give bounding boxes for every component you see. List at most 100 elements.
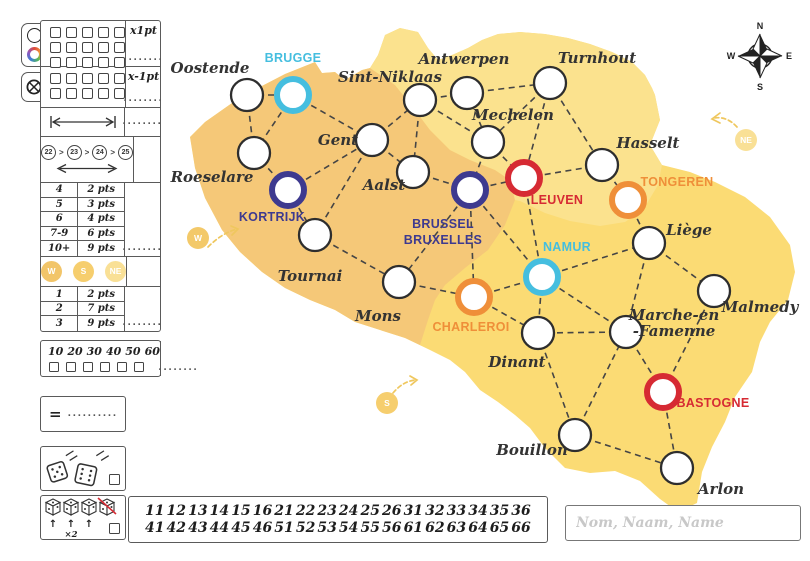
city-circle-arlon[interactable] — [659, 450, 695, 486]
score-square[interactable] — [82, 57, 93, 68]
city-circle-bouillon[interactable] — [557, 417, 593, 453]
player-name-input[interactable] — [566, 506, 800, 540]
city-circle-leuven[interactable] — [505, 159, 543, 197]
score-square[interactable] — [50, 73, 61, 84]
tens-value: 10 — [48, 345, 64, 358]
score-table-cell: 6 — [41, 212, 79, 226]
scoring-panel: x1pt ........ x-1pt ........ ........ 22… — [40, 20, 164, 332]
score-square[interactable] — [114, 42, 125, 53]
score-square[interactable] — [98, 27, 109, 38]
combination-value: 12 — [166, 503, 187, 519]
combination-value: 41 — [145, 520, 165, 536]
combination-value: 14 — [209, 503, 230, 519]
region-score-table: 1 2 pts 2 7 pts 3 9 pts — [41, 287, 124, 331]
dice-pick-box: ↑ ↑ ↑ ×2 — [40, 495, 126, 540]
score-write-in[interactable]: ........ — [158, 363, 199, 373]
combination-value: 21 — [274, 503, 294, 519]
city-circle-sintniklaas[interactable] — [402, 82, 438, 118]
score-square[interactable] — [50, 27, 61, 38]
city-circle-roeselare[interactable] — [236, 135, 272, 171]
combination-value: 13 — [188, 503, 208, 519]
city-circle-mons[interactable] — [381, 264, 417, 300]
city-circle-brussel[interactable] — [451, 171, 489, 209]
tens-checkbox[interactable] — [66, 362, 76, 372]
score-square[interactable] — [114, 73, 125, 84]
tens-checkbox[interactable] — [100, 362, 110, 372]
score-square[interactable] — [114, 88, 125, 99]
score-table-row: 6 4 pts — [41, 212, 124, 227]
city-circle-namur[interactable] — [523, 258, 561, 296]
score-write-in[interactable]: ........ — [123, 93, 164, 104]
route-tongeren-liege — [627, 199, 650, 244]
city-circle-oostende[interactable] — [229, 77, 265, 113]
sequence-value: 22 — [41, 145, 56, 161]
city-circle-tournai[interactable] — [297, 217, 333, 253]
combination-value: 43 — [188, 520, 208, 536]
score-write-in[interactable]: ........ — [123, 53, 164, 63]
city-circle-dinant[interactable] — [520, 315, 556, 351]
score-square[interactable] — [50, 88, 61, 99]
city-circle-charleroi[interactable] — [455, 278, 493, 316]
city-label-brussel: BRUSSEL — [412, 217, 474, 231]
score-square[interactable] — [98, 73, 109, 84]
city-circle-hasselt[interactable] — [584, 147, 620, 183]
score-write-in[interactable]: ........ — [122, 117, 163, 128]
score-square[interactable] — [66, 88, 77, 99]
city-circle-marche[interactable] — [608, 314, 644, 350]
tens-checkbox[interactable] — [134, 362, 144, 372]
route-bouillon-marche — [574, 331, 627, 436]
score-write-in[interactable]: ........ — [122, 317, 163, 328]
score-square[interactable] — [50, 57, 61, 68]
city-circle-antwerpen[interactable] — [449, 75, 485, 111]
tens-checkbox[interactable] — [49, 362, 59, 372]
score-square[interactable] — [82, 42, 93, 53]
sequence-value: 23 — [66, 145, 82, 161]
city-circle-malmedy[interactable] — [696, 273, 732, 309]
score-square[interactable] — [82, 73, 93, 84]
score-square[interactable] — [98, 42, 109, 53]
city-label-turnhout: Turnhout — [558, 49, 636, 67]
city-circle-aalst[interactable] — [395, 154, 431, 190]
score-square[interactable] — [66, 57, 77, 68]
city-circle-turnhout[interactable] — [532, 65, 568, 101]
name-box — [565, 505, 801, 541]
score-table-cell: 4 pts — [87, 213, 115, 225]
score-square[interactable] — [98, 57, 109, 68]
score-square[interactable] — [66, 27, 77, 38]
city-label-marche: Marche-en — [628, 306, 719, 324]
score-square[interactable] — [114, 57, 125, 68]
score-square[interactable] — [98, 88, 109, 99]
score-square[interactable] — [114, 27, 125, 38]
score-square[interactable] — [82, 27, 93, 38]
compass-label-w: W — [727, 51, 736, 61]
region-northeast — [370, 28, 662, 226]
tens-checkbox[interactable] — [83, 362, 93, 372]
score-square[interactable] — [82, 88, 93, 99]
doodle-arrow-icon — [710, 112, 721, 124]
greater-than-icon: > — [110, 148, 116, 158]
combination-value: 52 — [295, 520, 316, 536]
score-table-cell: 2 — [41, 301, 79, 316]
combination-value: 64 — [468, 520, 488, 536]
tens-bonus-box: 10 20 30 40 50 60 ........ — [40, 340, 197, 377]
city-circle-bastogne[interactable] — [644, 373, 682, 411]
city-circle-mechelen[interactable] — [470, 124, 506, 160]
score-square[interactable] — [66, 73, 77, 84]
city-label-bouillon: Bouillon — [495, 441, 568, 459]
tens-checkbox[interactable] — [117, 362, 127, 372]
dice-roll-checkbox[interactable] — [109, 474, 120, 485]
dice-pick-checkbox[interactable] — [109, 523, 120, 534]
city-circle-liege[interactable] — [631, 225, 667, 261]
score-square[interactable] — [66, 42, 77, 53]
score-write-in[interactable]: ........ — [122, 242, 163, 253]
city-circle-brugge[interactable] — [274, 76, 312, 114]
city-circle-gent[interactable] — [354, 122, 390, 158]
score-square[interactable] — [50, 42, 61, 53]
city-label-malmedy: Malmedy — [721, 298, 800, 316]
city-circle-kortrijk[interactable] — [269, 171, 307, 209]
total-write-in[interactable]: ................ — [67, 409, 117, 419]
city-circle-tongeren[interactable] — [609, 181, 647, 219]
city-label-roeselare: Roeselare — [170, 168, 254, 186]
dice-roll-box — [40, 446, 126, 491]
city-label-dinant: Dinant — [487, 353, 545, 371]
